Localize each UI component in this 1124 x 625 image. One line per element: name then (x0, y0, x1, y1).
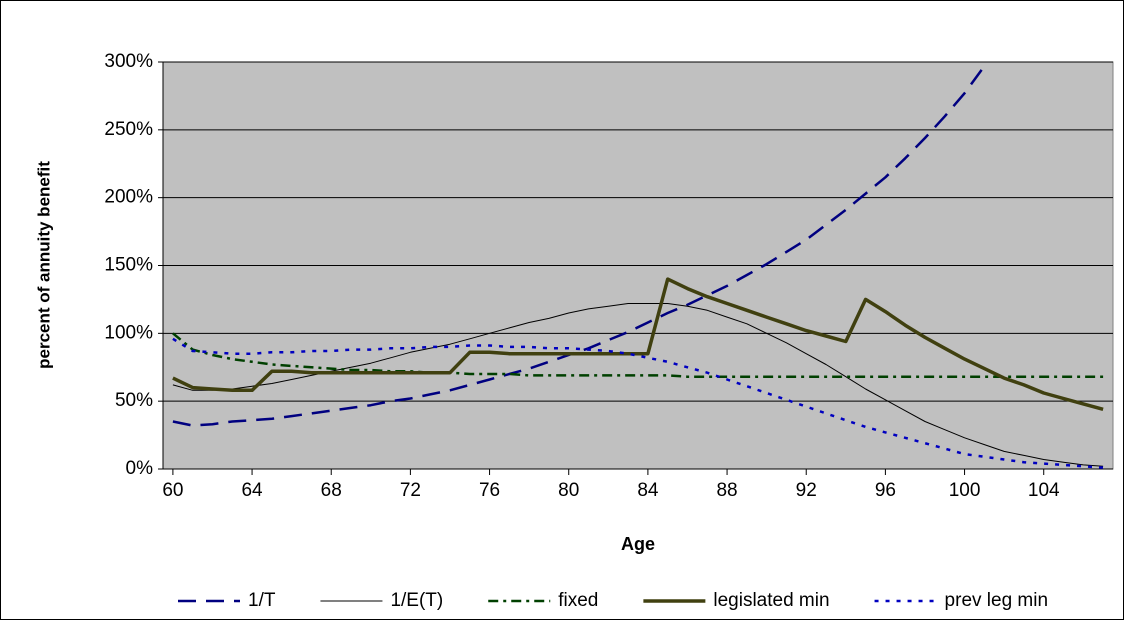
y-tick-label: 200% (104, 187, 153, 208)
x-tick-label: 64 (241, 480, 263, 501)
legend-label: 1/T (248, 590, 276, 611)
x-tick-label: 84 (637, 480, 659, 501)
series-line (172, 337, 1104, 469)
series-line (172, 277, 1104, 411)
y-tick-label: 50% (115, 390, 153, 411)
legend-label: fixed (558, 590, 598, 611)
x-tick-label: 60 (162, 480, 183, 501)
y-tick-label: 100% (104, 322, 153, 343)
x-tick-label: 76 (479, 480, 500, 501)
x-tick-label: 80 (558, 480, 579, 501)
series-line (172, 332, 1104, 378)
legend-label: legislated min (713, 590, 829, 611)
x-tick-label: 92 (796, 480, 817, 501)
series-group (172, 65, 1104, 469)
x-tick-label: 104 (1028, 480, 1060, 501)
legend-label: 1/E(T) (390, 590, 443, 611)
y-tick-label: 300% (104, 51, 153, 72)
x-axis-label: Age (621, 534, 655, 554)
x-tick-label: 88 (716, 480, 737, 501)
y-tick-label: 250% (104, 119, 153, 140)
legend-label: prev leg min (945, 590, 1049, 611)
x-tick-label: 72 (400, 480, 421, 501)
y-tick-label: 0% (126, 458, 154, 479)
x-tick-label: 68 (321, 480, 342, 501)
x-tick-label: 100 (949, 480, 981, 501)
y-axis-label: percent of annuity benefit (34, 161, 53, 369)
y-tick-label: 150% (104, 255, 153, 276)
x-tick-label: 96 (875, 480, 896, 501)
